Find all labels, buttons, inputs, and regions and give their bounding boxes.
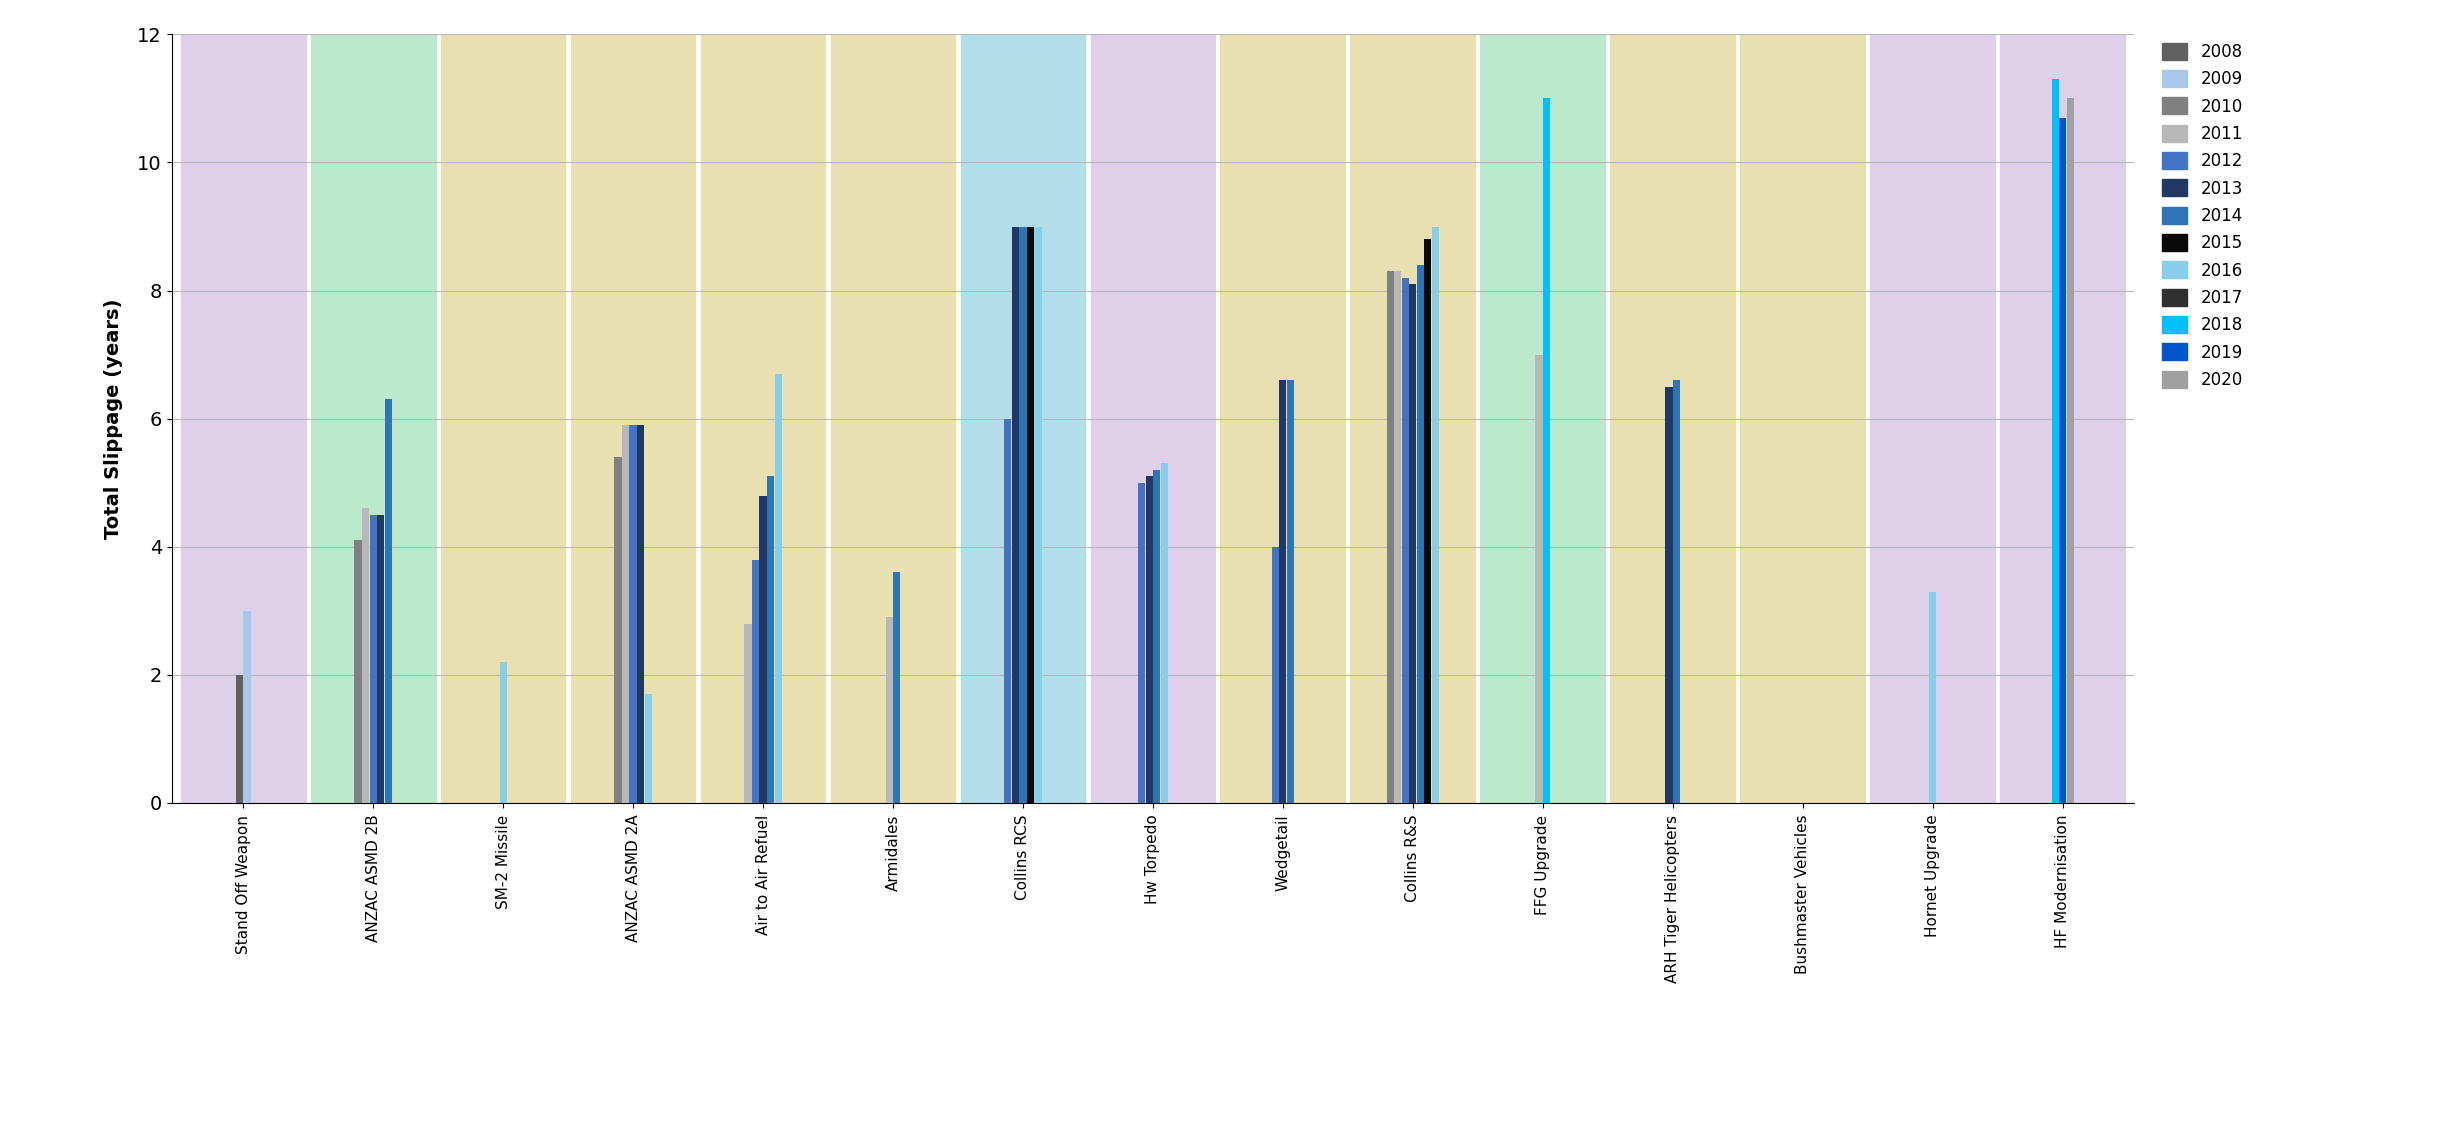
Bar [2065, 99, 2073, 803]
Bar [182, 34, 307, 803]
Bar [1092, 34, 1214, 803]
Bar [363, 508, 370, 803]
Bar [1410, 284, 1415, 803]
Bar [312, 34, 437, 803]
Bar [613, 458, 621, 803]
Bar [962, 34, 1084, 803]
Bar [1271, 547, 1278, 803]
Bar [1386, 272, 1393, 803]
Y-axis label: Total Slippage (years): Total Slippage (years) [105, 298, 123, 539]
Bar [1352, 34, 1474, 803]
Bar [1288, 381, 1295, 803]
Bar [760, 496, 768, 803]
Bar [1393, 272, 1401, 803]
Bar [1028, 227, 1035, 803]
Bar [645, 694, 652, 803]
Bar [886, 617, 893, 803]
Bar [385, 399, 392, 803]
Bar [775, 374, 783, 803]
Bar [572, 34, 697, 803]
Bar [2058, 118, 2065, 803]
Bar [1609, 34, 1734, 803]
Bar [1433, 227, 1440, 803]
Bar [1280, 381, 1285, 803]
Bar [356, 540, 361, 803]
Bar [630, 426, 638, 803]
Bar [1739, 34, 1864, 803]
Bar [1543, 99, 1550, 803]
Bar [370, 515, 378, 803]
Bar [500, 662, 508, 803]
Bar [1146, 476, 1153, 803]
Bar [1928, 592, 1935, 803]
Bar [378, 515, 385, 803]
Bar [1666, 387, 1673, 803]
Bar [1425, 240, 1433, 803]
Bar [1160, 463, 1168, 803]
Bar [1418, 265, 1423, 803]
Bar [1536, 354, 1543, 803]
Bar [1020, 227, 1025, 803]
Bar [1222, 34, 1344, 803]
Bar [638, 426, 645, 803]
Bar [243, 610, 250, 803]
Bar [442, 34, 567, 803]
Bar [753, 560, 758, 803]
Bar [1482, 34, 1604, 803]
Bar [893, 572, 900, 803]
Bar [702, 34, 824, 803]
Bar [1869, 34, 1994, 803]
Bar [1999, 34, 2124, 803]
Bar [1035, 227, 1043, 803]
Bar [1673, 381, 1680, 803]
Bar [1153, 470, 1160, 803]
Bar [1138, 483, 1146, 803]
Bar [2051, 79, 2058, 803]
Bar [235, 674, 243, 803]
Bar [832, 34, 954, 803]
Bar [768, 476, 775, 803]
Bar [1003, 419, 1011, 803]
Bar [743, 624, 751, 803]
Bar [623, 426, 628, 803]
Bar [1011, 227, 1018, 803]
Bar [1401, 278, 1408, 803]
